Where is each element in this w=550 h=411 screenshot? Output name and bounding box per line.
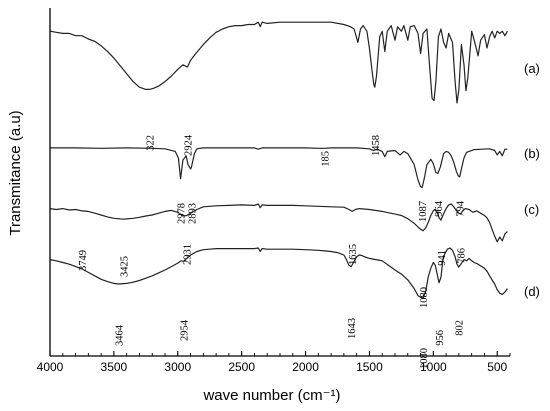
spectra-group: [49, 21, 508, 299]
peak-label: 964: [434, 200, 445, 217]
peak-label: 2954: [180, 319, 191, 341]
peak-label: 2931: [183, 244, 194, 265]
x-axis-label: wave number (cm⁻¹): [202, 387, 340, 404]
peak-label: 1635: [348, 244, 359, 265]
spectrum-line-d: [49, 247, 508, 299]
peak-label: 2924: [184, 134, 195, 156]
peak-labels-group: 322 2924 1458 185 2978 2893 1087 964 794 3749 3425…: [78, 134, 468, 369]
x-tick-label: 2500: [228, 360, 255, 374]
peak-label: 322: [145, 135, 156, 151]
trace-label: (a): [524, 61, 540, 76]
peak-label: 1458: [371, 135, 382, 156]
x-tick-label: 1000: [420, 360, 447, 374]
peak-label: 1080: [419, 348, 430, 369]
trace-label: (b): [524, 146, 540, 161]
peak-label: 3749: [78, 250, 89, 271]
peak-label: 185: [321, 151, 332, 167]
x-tick-label: 3500: [101, 360, 128, 374]
spectrum-line-b: [50, 147, 508, 189]
trace-label: (c): [524, 202, 539, 217]
peak-label: 802: [455, 320, 466, 336]
x-tick-label: 3000: [164, 360, 191, 374]
peak-label: 786: [457, 248, 468, 264]
peak-label: 794: [456, 200, 467, 217]
peak-label: 956: [435, 330, 446, 346]
peak-label: 2978: [177, 203, 188, 224]
spectrum-line-c: [49, 203, 508, 243]
peak-label: 1080: [419, 287, 430, 308]
peak-label: 941: [437, 250, 448, 266]
trace-labels-group: (a) (b) (c) (d): [524, 61, 540, 299]
x-tick-label: 2000: [292, 360, 319, 374]
peak-label: 2893: [187, 203, 198, 224]
peak-label: 3425: [120, 256, 131, 277]
x-tick-label: 1500: [356, 360, 383, 374]
y-axis-label: Transmitance (a.u): [7, 110, 24, 235]
x-tick-label: 4000: [37, 360, 64, 374]
spectrum-line-a: [49, 21, 508, 104]
peak-label: 1087: [418, 201, 429, 222]
peak-label: 1643: [347, 318, 358, 339]
peak-label: 3464: [115, 324, 126, 346]
x-tick-label: 500: [487, 360, 507, 374]
trace-label: (d): [524, 284, 540, 299]
axes-group: 4000 3500 3000 2500 2000 1500 1000 500: [37, 8, 511, 374]
